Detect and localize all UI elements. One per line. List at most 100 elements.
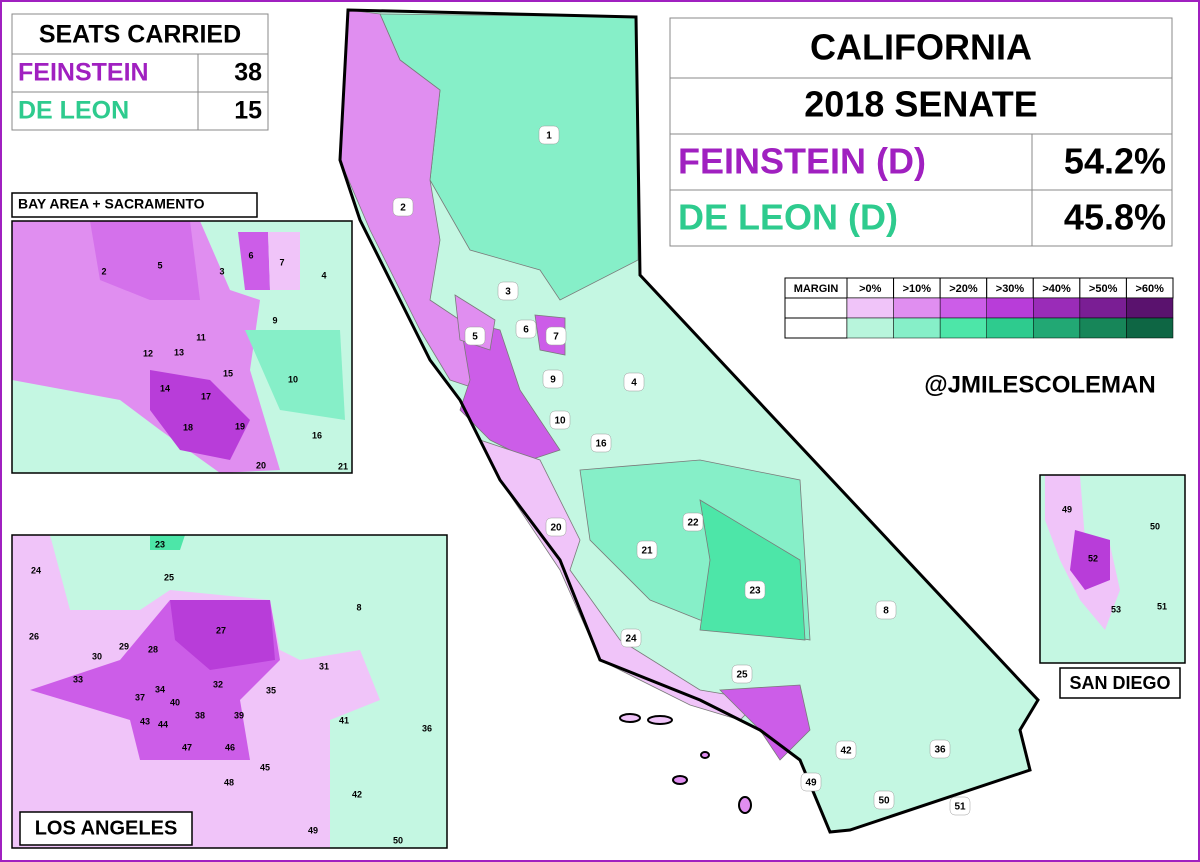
district-label: 22 — [687, 518, 699, 529]
district-badge — [392, 197, 414, 217]
district-badge — [929, 739, 951, 759]
district-badge — [515, 319, 537, 339]
district-label: 8 — [356, 602, 361, 612]
district-label: 46 — [225, 742, 235, 752]
legend-swatch — [1079, 297, 1127, 319]
inset-title: BAY AREA + SACRAMENTO — [18, 196, 205, 212]
district-label: 24 — [625, 634, 637, 645]
district-label: 53 — [1111, 604, 1121, 614]
inset-title: SAN DIEGO — [1069, 673, 1170, 693]
margin-legend: MARGIN >0% >10% >20% >30% >40% >50% >60% — [784, 277, 1174, 339]
district-label: 27 — [216, 625, 226, 635]
district-label: 41 — [339, 715, 349, 725]
district-badge — [590, 433, 612, 453]
california-map — [338, 8, 1040, 834]
district-label: 20 — [256, 460, 266, 470]
district-label: 25 — [736, 670, 748, 681]
district-label: 3 — [219, 266, 224, 276]
legend-label: >40% — [1042, 283, 1071, 295]
district-label: 4 — [321, 270, 326, 280]
district-label: 28 — [148, 644, 158, 654]
district-badge — [875, 600, 897, 620]
district-label: 11 — [196, 332, 206, 342]
district-label: 49 — [308, 825, 318, 835]
district-label: 49 — [805, 778, 817, 789]
district-label: 51 — [1157, 601, 1167, 611]
vote-share: 45.8% — [1064, 197, 1166, 238]
candidate-name: FEINSTEIN (D) — [678, 141, 926, 182]
district-label: 45 — [260, 762, 270, 772]
district-label: 14 — [160, 383, 170, 393]
district-label: 40 — [170, 697, 180, 707]
district-label: 50 — [393, 835, 403, 845]
district-badge — [497, 281, 519, 301]
bay-area-inset — [11, 192, 353, 474]
district-label: 37 — [135, 692, 145, 702]
seats-header: SEATS CARRIED — [39, 21, 241, 49]
district-badge — [636, 540, 658, 560]
legend-swatch — [1126, 317, 1174, 339]
district-label: 47 — [182, 742, 192, 752]
los-angeles-inset — [11, 534, 448, 849]
results-subtitle: 2018 SENATE — [804, 84, 1037, 125]
district-label: 13 — [174, 347, 184, 357]
district-label: 25 — [164, 572, 174, 582]
district-label: 31 — [319, 661, 329, 671]
district-label: 16 — [595, 439, 607, 450]
district-label: 7 — [553, 332, 559, 343]
district-label: 12 — [143, 348, 153, 358]
legend-label: >10% — [903, 283, 932, 295]
district-label: 29 — [119, 641, 129, 651]
district-badge — [549, 410, 571, 430]
seat-count: 38 — [234, 59, 262, 87]
candidate-name: DE LEON (D) — [678, 197, 898, 238]
district-label: 48 — [224, 777, 234, 787]
district-label: 3 — [505, 287, 511, 298]
district-label: 36 — [934, 745, 946, 756]
san-diego-inset — [1039, 474, 1186, 699]
district-label: 7 — [279, 257, 284, 267]
legend-swatch — [1033, 317, 1081, 339]
district-label: 4 — [631, 378, 637, 389]
district-label: 16 — [312, 430, 322, 440]
district-label: 26 — [29, 631, 39, 641]
district-label: 33 — [73, 674, 83, 684]
district-label: 18 — [183, 422, 193, 432]
district-label: 39 — [234, 710, 244, 720]
legend-label: >30% — [996, 283, 1025, 295]
district-label: 21 — [338, 461, 348, 471]
vote-share: 54.2% — [1064, 141, 1166, 182]
district-label: 32 — [213, 679, 223, 689]
district-label: 2 — [400, 203, 406, 214]
district-label: 9 — [550, 375, 556, 386]
district-label: 6 — [523, 325, 529, 336]
legend-swatch — [846, 317, 894, 339]
district-badge — [464, 326, 486, 346]
district-badge — [682, 512, 704, 532]
legend-label: >0% — [859, 283, 882, 295]
legend-swatch — [1033, 297, 1081, 319]
district-label: 24 — [31, 565, 41, 575]
district-badge — [835, 740, 857, 760]
legend-swatch — [939, 297, 987, 319]
legend-swatch — [893, 317, 941, 339]
district-badge — [538, 125, 560, 145]
seat-count: 15 — [234, 97, 262, 125]
district-label: 23 — [155, 539, 165, 549]
legend-swatch — [986, 297, 1034, 319]
legend-swatch — [1126, 297, 1174, 319]
legend-swatch — [846, 297, 894, 319]
district-label: 36 — [422, 723, 432, 733]
handle: @JMILESCOLEMAN — [924, 371, 1155, 398]
results-title: CALIFORNIA — [810, 27, 1032, 68]
district-label: 52 — [1088, 553, 1098, 563]
district-badge — [949, 796, 971, 816]
legend-label: >60% — [1135, 283, 1164, 295]
district-label: 5 — [157, 260, 162, 270]
legend-swatch — [939, 317, 987, 339]
legend-cell — [784, 317, 848, 339]
district-label: 35 — [266, 685, 276, 695]
district-label: 15 — [223, 368, 233, 378]
